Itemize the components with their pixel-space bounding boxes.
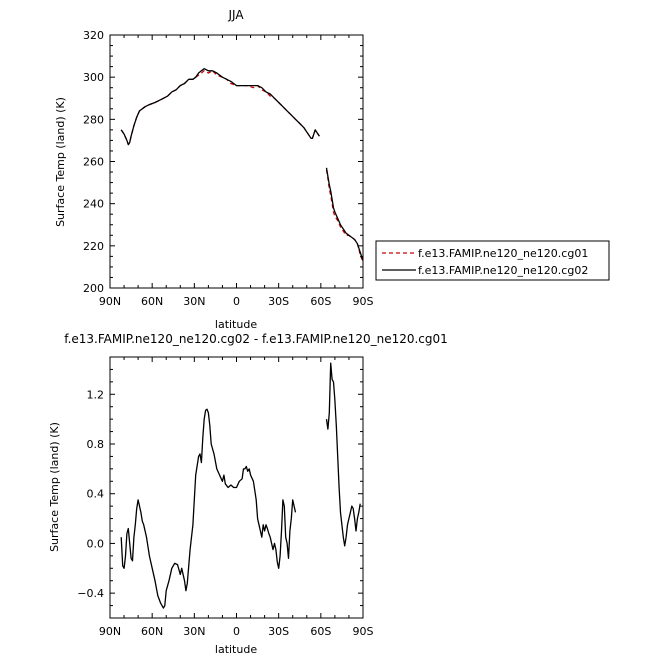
x-tick-label: 0 [233, 625, 240, 638]
x-tick-label: 60S [310, 295, 331, 308]
y-tick-label: −0.4 [77, 587, 104, 600]
series-line-2-segment-2 [325, 167, 364, 261]
x-tick-label: 30N [183, 625, 205, 638]
series-line-1-segment-1 [120, 70, 320, 146]
legend: f.e13.FAMIP.ne120_ne120.cg01 f.e13.FAMIP… [375, 240, 610, 281]
plot-area: 90N 60N 30N 0 30S 60S 90S 200 220 240 260 280 300 320 [83, 29, 374, 308]
y-tick-label: 300 [83, 71, 104, 84]
x-tick-label: 60N [141, 295, 163, 308]
plot-area: 90N 60N 30N 0 30S 60S 90S −0.4 0.0 0.4 0.8 1.2 [77, 356, 374, 638]
x-tick-label: 30S [268, 625, 289, 638]
legend-label-cg02: f.e13.FAMIP.ne120_ne120.cg02 [418, 264, 588, 277]
legend-label-cg01: f.e13.FAMIP.ne120_ne120.cg01 [418, 247, 588, 260]
legend-box [375, 240, 610, 281]
y-tick-label: 220 [83, 240, 104, 253]
x-tick-label: 90S [353, 295, 374, 308]
y-tick-label: 320 [83, 29, 104, 42]
x-axis-label: latitude [215, 318, 257, 331]
x-tick-label: 30N [183, 295, 205, 308]
chart-title: f.e13.FAMIP.ne120_ne120.cg02 - f.e13.FAM… [64, 332, 448, 346]
y-tick-label: 200 [83, 282, 104, 295]
x-tick-label: 60S [310, 625, 331, 638]
y-tick-label: 1.2 [87, 388, 105, 401]
plot-frame [109, 34, 364, 289]
y-axis-label: Surface Temp (land) (K) [54, 97, 67, 227]
chart-title: JJA [227, 8, 244, 22]
x-tick-label: 60N [141, 625, 163, 638]
y-tick-label: 0.8 [87, 438, 105, 451]
x-tick-label: 90S [353, 625, 374, 638]
series-line-1-segment-2 [325, 362, 361, 547]
series-line-1-segment-2 [325, 169, 364, 261]
series-line-2-segment-1 [120, 68, 320, 146]
y-axis-label: Surface Temp (land) (K) [48, 422, 61, 552]
x-tick-label: 0 [233, 295, 240, 308]
x-tick-label: 30S [268, 295, 289, 308]
x-axis-label: latitude [215, 643, 257, 656]
x-tick-label: 90N [99, 625, 121, 638]
chart-bottom-difference: f.e13.FAMIP.ne120_ne120.cg02 - f.e13.FAM… [48, 332, 448, 656]
y-tick-label: 0.0 [87, 537, 105, 550]
x-tick-label: 90N [99, 295, 121, 308]
series-line-1-segment-1 [120, 408, 297, 609]
y-tick-label: 260 [83, 156, 104, 169]
y-tick-label: 240 [83, 198, 104, 211]
y-tick-label: 280 [83, 113, 104, 126]
y-tick-label: 0.4 [87, 488, 105, 501]
chart-top-jja: JJA Surface Temp (land) (K) latitude 90N… [54, 8, 610, 331]
